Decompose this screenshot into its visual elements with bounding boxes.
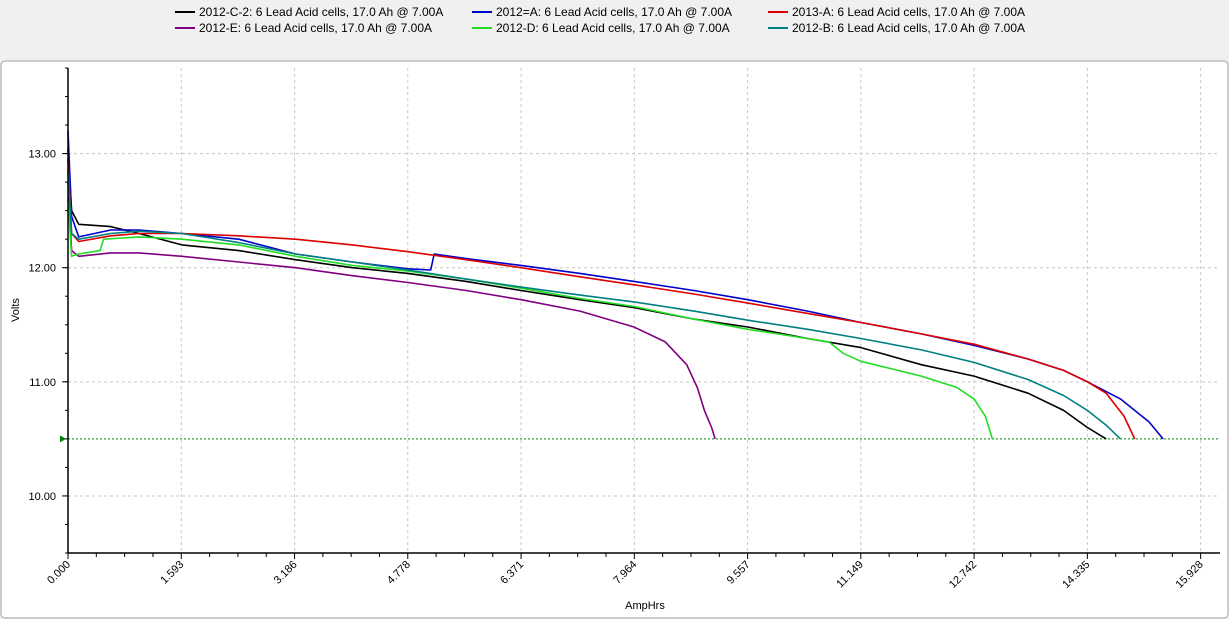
axes — [62, 67, 1220, 559]
series-line-5 — [67, 199, 994, 440]
legend-entry-5[interactable]: 2012-D: 6 Lead Acid cells, 17.0 Ah @ 7.0… — [496, 21, 730, 35]
series-line-6 — [67, 170, 1121, 440]
cutoff-layer — [60, 435, 1220, 443]
legend-entry-2[interactable]: 2012=A: 6 Lead Acid cells, 17.0 Ah @ 7.0… — [496, 5, 732, 19]
legend-entry-1[interactable]: 2012-C-2: 6 Lead Acid cells, 17.0 Ah @ 7… — [199, 5, 443, 19]
series-line-4 — [67, 182, 716, 440]
y-tick-label: 12.00 — [28, 263, 56, 275]
y-axis-title: Volts — [10, 298, 22, 322]
y-tick-label: 11.00 — [29, 377, 56, 389]
series-layer — [67, 130, 1164, 440]
legend-entry-6[interactable]: 2012-B: 6 Lead Acid cells, 17.0 Ah @ 7.0… — [792, 21, 1025, 35]
legend-entry-4[interactable]: 2012-E: 6 Lead Acid cells, 17.0 Ah @ 7.0… — [199, 21, 432, 35]
legend-entry-3[interactable]: 2013-A: 6 Lead Acid cells, 17.0 Ah @ 7.0… — [792, 5, 1025, 19]
cutoff-marker-icon — [60, 435, 66, 443]
series-line-3 — [67, 159, 1136, 440]
grid — [68, 68, 1220, 553]
x-axis-title: AmpHrs — [625, 600, 665, 612]
y-tick-label: 10.00 — [28, 491, 56, 503]
plot-panel — [0, 60, 1229, 619]
y-tick-label: 13.00 — [28, 149, 56, 161]
legend[interactable]: 2012-C-2: 6 Lead Acid cells, 17.0 Ah @ 7… — [175, 5, 1025, 35]
